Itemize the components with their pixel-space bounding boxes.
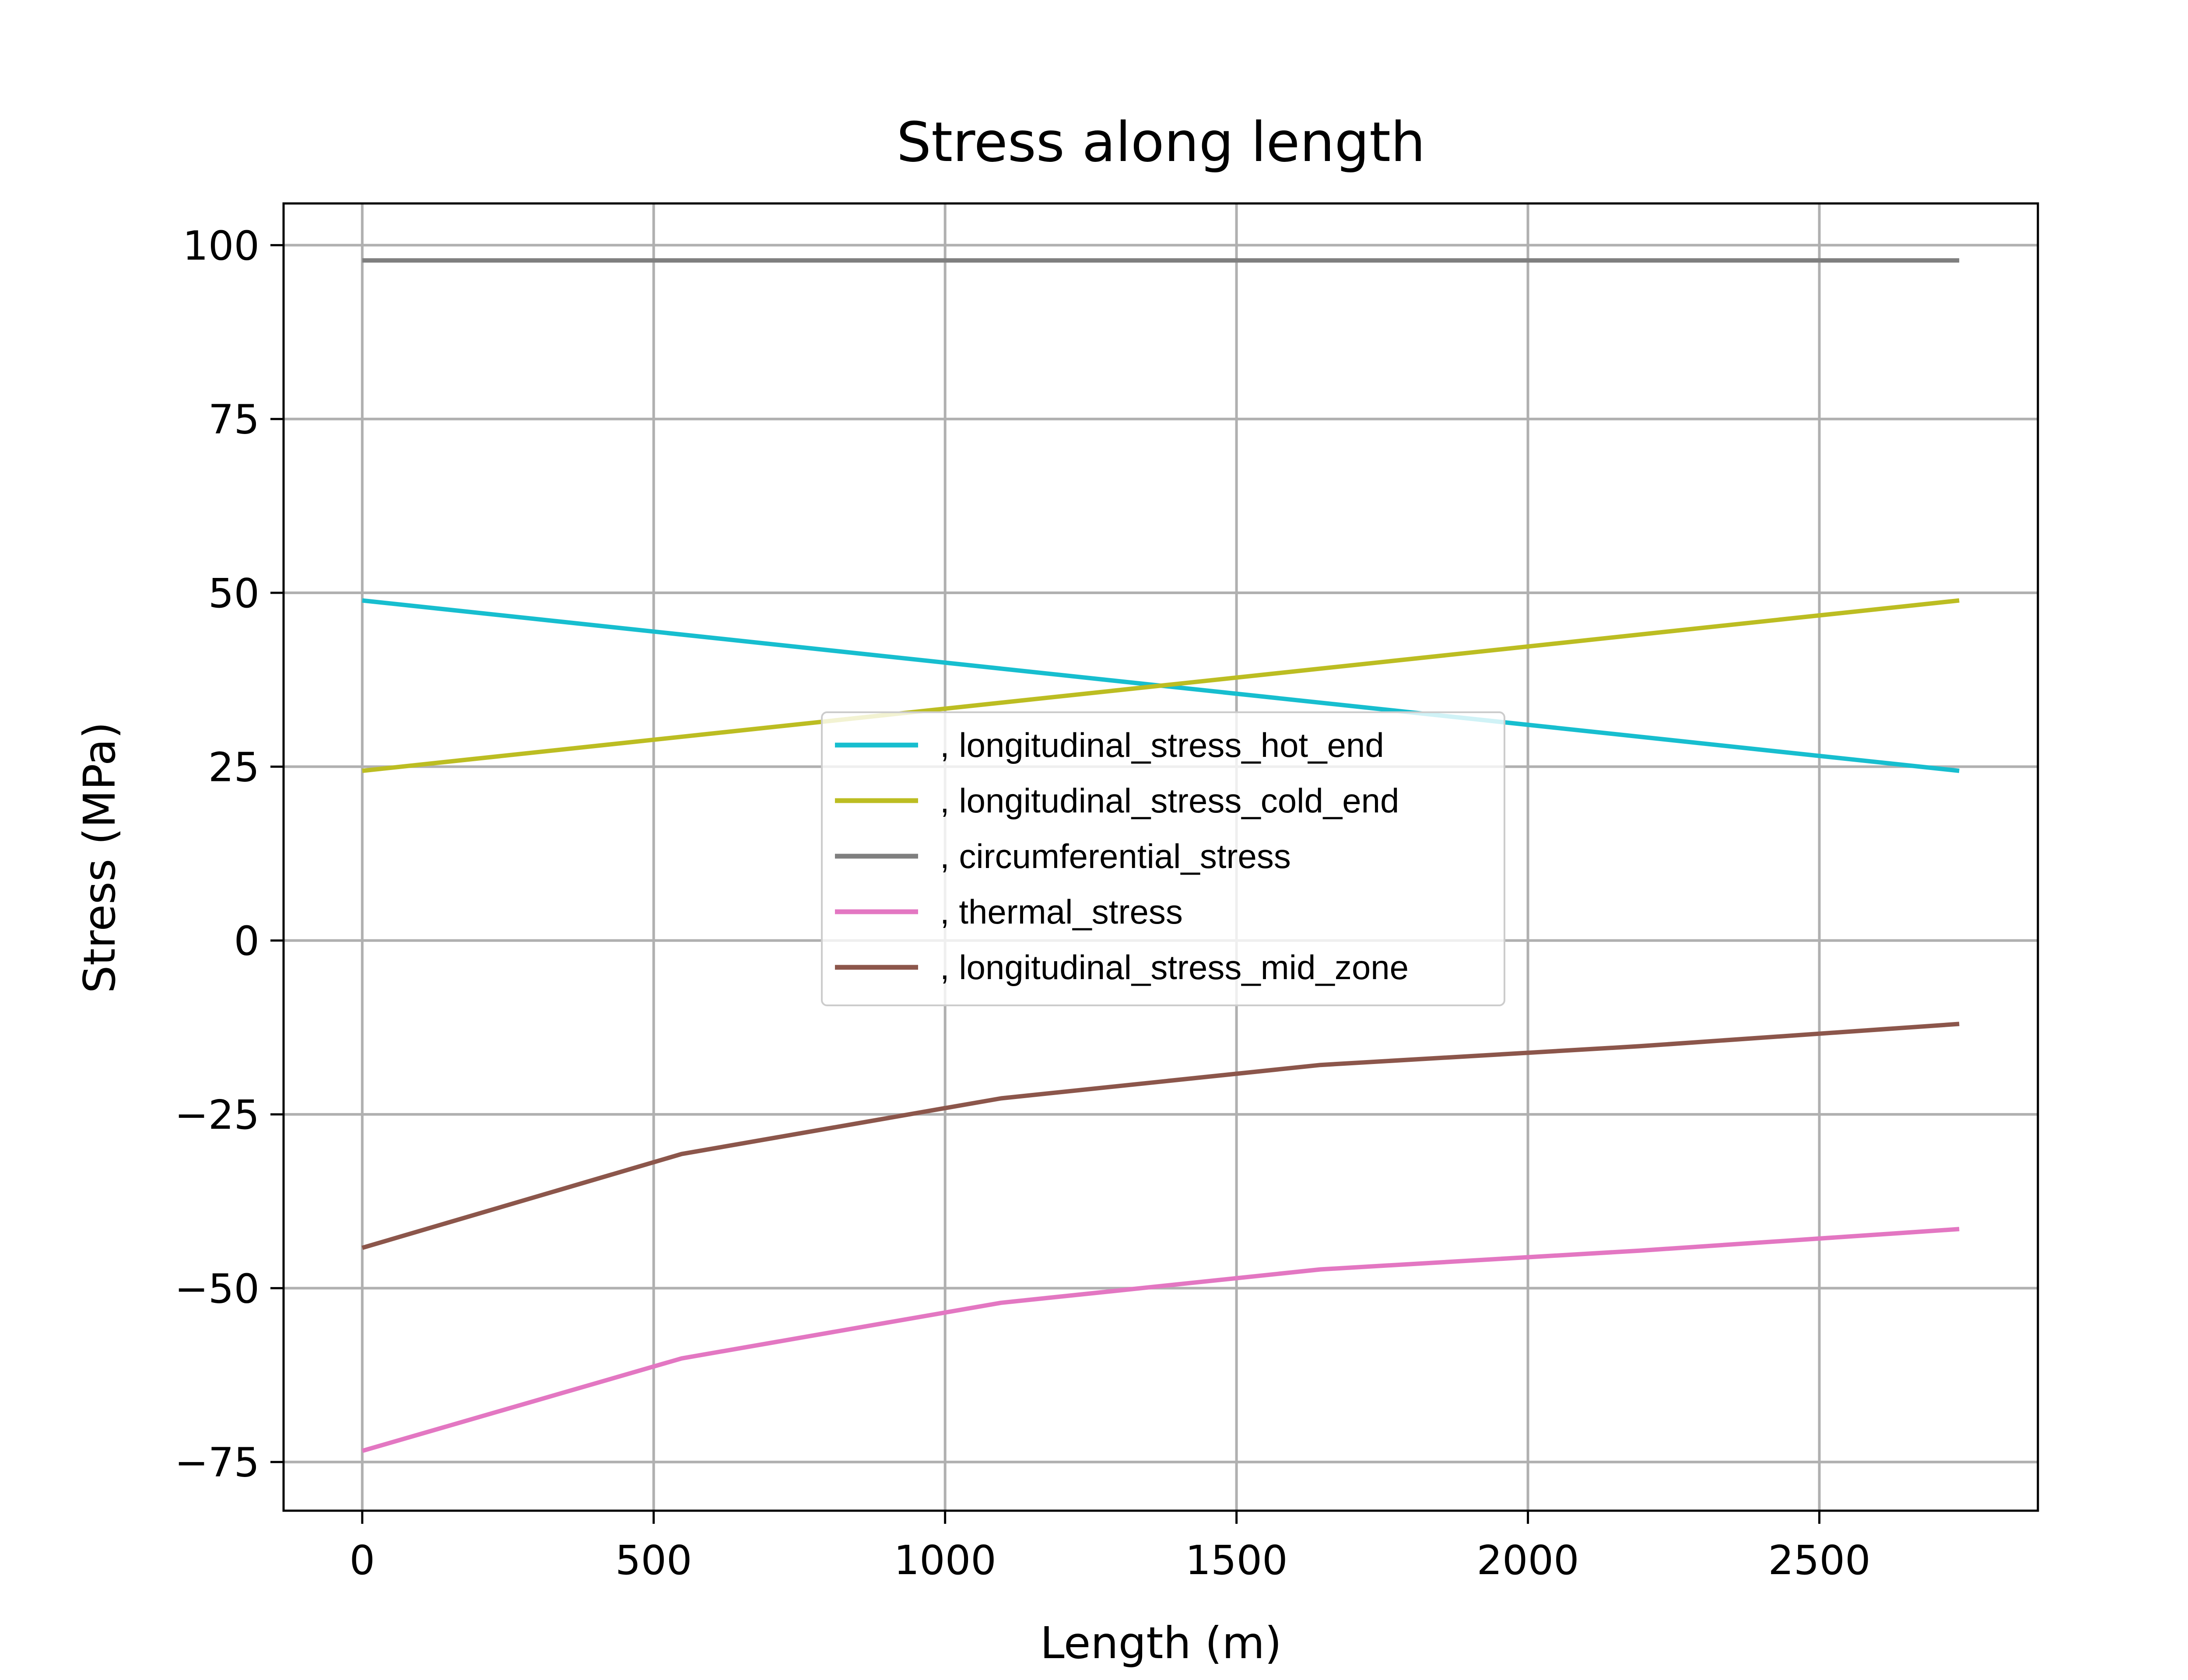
legend-label: , longitudinal_stress_cold_end (940, 781, 1399, 820)
y-tick-label: −50 (175, 1265, 259, 1312)
x-tick-label: 1000 (894, 1537, 996, 1584)
x-tick-label: 2500 (1768, 1537, 1870, 1584)
chart-title: Stress along length (897, 111, 1425, 174)
y-tick-label: 0 (234, 918, 259, 965)
x-tick-label: 1500 (1185, 1537, 1288, 1584)
y-tick-label: 75 (208, 396, 259, 443)
x-axis-label: Length (m) (1040, 1617, 1282, 1669)
y-tick-label: 25 (208, 744, 259, 791)
series-line-2 (362, 598, 1960, 773)
series-line-4 (361, 1227, 1960, 1453)
y-tick-label: −75 (175, 1439, 259, 1486)
legend: , longitudinal_stress_hot_end , longitudi… (821, 711, 1505, 1006)
legend-label: , longitudinal_stress_hot_end (940, 726, 1384, 764)
series-line-5 (361, 1022, 1960, 1250)
legend-label: , thermal_stress (940, 892, 1183, 931)
x-tick-label: 0 (350, 1537, 375, 1584)
y-tick-label: 100 (182, 222, 259, 269)
plot-frame (282, 202, 2039, 1512)
series-group (361, 258, 1960, 1453)
x-tick-label: 500 (615, 1537, 692, 1584)
x-axis-ticks: 0 500 1000 1500 2000 2500 (350, 1511, 1871, 1584)
y-tick-label: 50 (208, 570, 259, 617)
legend-box (821, 711, 1505, 1006)
y-tick-label: −25 (175, 1092, 259, 1138)
legend-label: , longitudinal_stress_mid_zone (940, 948, 1409, 987)
y-axis-ticks: −75 −50 −25 0 25 50 75 100 (175, 222, 284, 1486)
x-tick-label: 2000 (1477, 1537, 1579, 1584)
y-axis-label: Stress (MPa) (74, 722, 125, 994)
legend-label: , circumferential_stress (940, 837, 1291, 875)
